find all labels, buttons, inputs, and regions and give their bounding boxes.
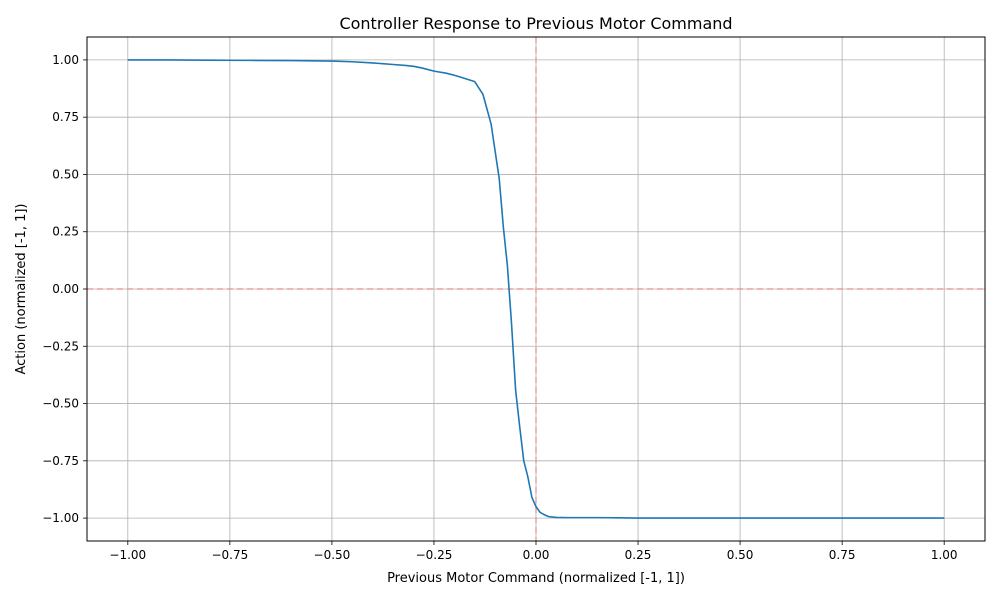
reference-lines	[87, 37, 985, 541]
y-tick-label: 1.00	[52, 53, 79, 67]
y-tick-label: −0.75	[42, 454, 79, 468]
y-axis-label: Action (normalized [-1, 1])	[14, 204, 29, 375]
x-tick-label: −0.50	[314, 548, 351, 562]
y-tick-label: 0.00	[52, 282, 79, 296]
x-tick-label: −0.25	[416, 548, 453, 562]
x-axis-label: Previous Motor Command (normalized [-1, …	[387, 571, 685, 586]
y-axis-ticks: 1.00 0.75 0.50 0.25 0.00 −0.25 −0.50 −0.75 −1.00	[42, 53, 87, 525]
x-tick-label: −0.75	[211, 548, 248, 562]
x-tick-label: −1.00	[109, 548, 146, 562]
x-axis-ticks: −1.00 −0.75 −0.50 −0.25 0.00 0.25 0.50 0.75 1.00	[109, 541, 958, 562]
y-tick-label: 0.25	[52, 225, 79, 239]
x-tick-label: 0.50	[727, 548, 754, 562]
y-tick-label: −0.25	[42, 339, 79, 353]
y-tick-label: 0.75	[52, 110, 79, 124]
series-layer	[127, 59, 945, 519]
x-tick-label: 0.75	[829, 548, 856, 562]
y-tick-label: −1.00	[42, 511, 79, 525]
y-tick-label: 0.50	[52, 167, 79, 181]
x-tick-label: 1.00	[931, 548, 958, 562]
series-line	[127, 59, 945, 519]
x-tick-label: 0.00	[523, 548, 550, 562]
y-tick-label: −0.50	[42, 397, 79, 411]
chart-title: Controller Response to Previous Motor Co…	[339, 14, 732, 33]
x-tick-label: 0.25	[625, 548, 652, 562]
